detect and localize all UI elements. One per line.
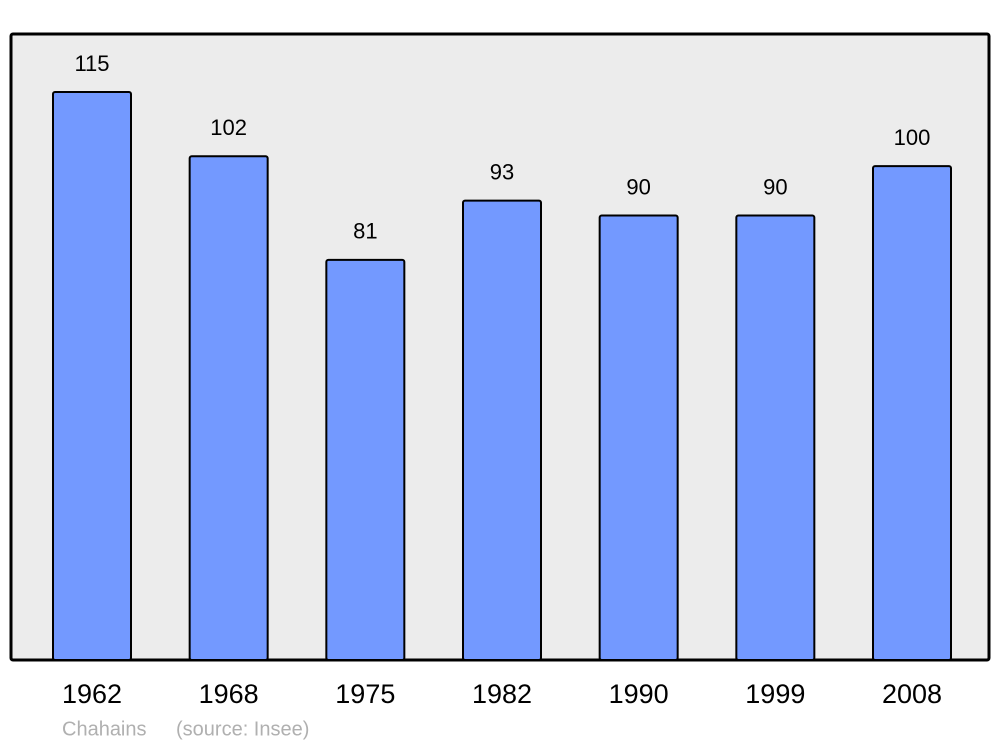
value-label: 81 <box>353 219 377 244</box>
bar <box>188 155 269 661</box>
x-tick-label: 1982 <box>472 679 532 709</box>
bar <box>872 165 952 662</box>
bar <box>735 214 816 661</box>
value-label: 100 <box>894 125 931 150</box>
x-tick-label: 1975 <box>335 679 395 709</box>
bar <box>598 214 679 661</box>
value-label: 115 <box>74 51 109 76</box>
bar <box>325 258 406 661</box>
value-label: 90 <box>763 174 787 199</box>
value-label: 93 <box>490 159 514 184</box>
bar <box>462 199 542 662</box>
x-tick-label: 1968 <box>199 679 259 709</box>
source: (source: Insee) <box>176 718 309 740</box>
bar <box>52 91 132 661</box>
x-tick-label: 2008 <box>882 679 942 709</box>
x-tick-label: 1990 <box>609 679 669 709</box>
place-name: Chahains <box>62 718 147 740</box>
value-label: 90 <box>626 174 650 199</box>
x-tick-label: 1962 <box>62 679 122 709</box>
x-tick-label: 1999 <box>745 679 805 709</box>
value-label: 102 <box>210 115 247 140</box>
